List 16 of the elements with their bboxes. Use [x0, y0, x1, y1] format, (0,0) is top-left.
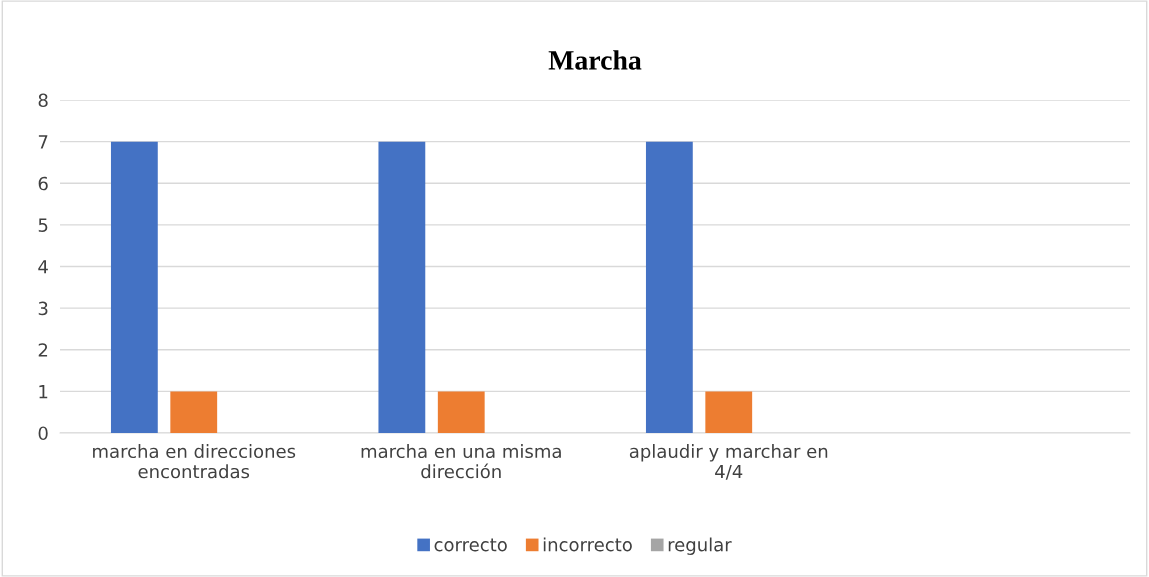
legend-label: incorrecto	[543, 537, 632, 552]
x-tick-label: marcha en direcciones encontradas	[93, 444, 296, 479]
y-tick-label: 4	[38, 260, 48, 274]
chart-title: Marcha	[548, 50, 642, 70]
y-tick-label: 1	[39, 385, 48, 399]
y-tick-label: 5	[38, 218, 48, 232]
y-tick-label: 2	[38, 343, 48, 357]
y-tick-label: 8	[38, 93, 48, 108]
y-tick-label: 6	[38, 176, 48, 191]
x-tick-label: aplaudir y marchar en 4/4	[629, 444, 828, 480]
legend-label: regular	[668, 537, 732, 555]
x-tick-label: marcha en una misma dirección	[361, 444, 561, 479]
legend-label: correcto	[434, 538, 507, 552]
y-tick-label: 0	[38, 426, 48, 441]
y-tick-label: 7	[38, 135, 48, 149]
y-tick-label: 3	[38, 301, 48, 316]
